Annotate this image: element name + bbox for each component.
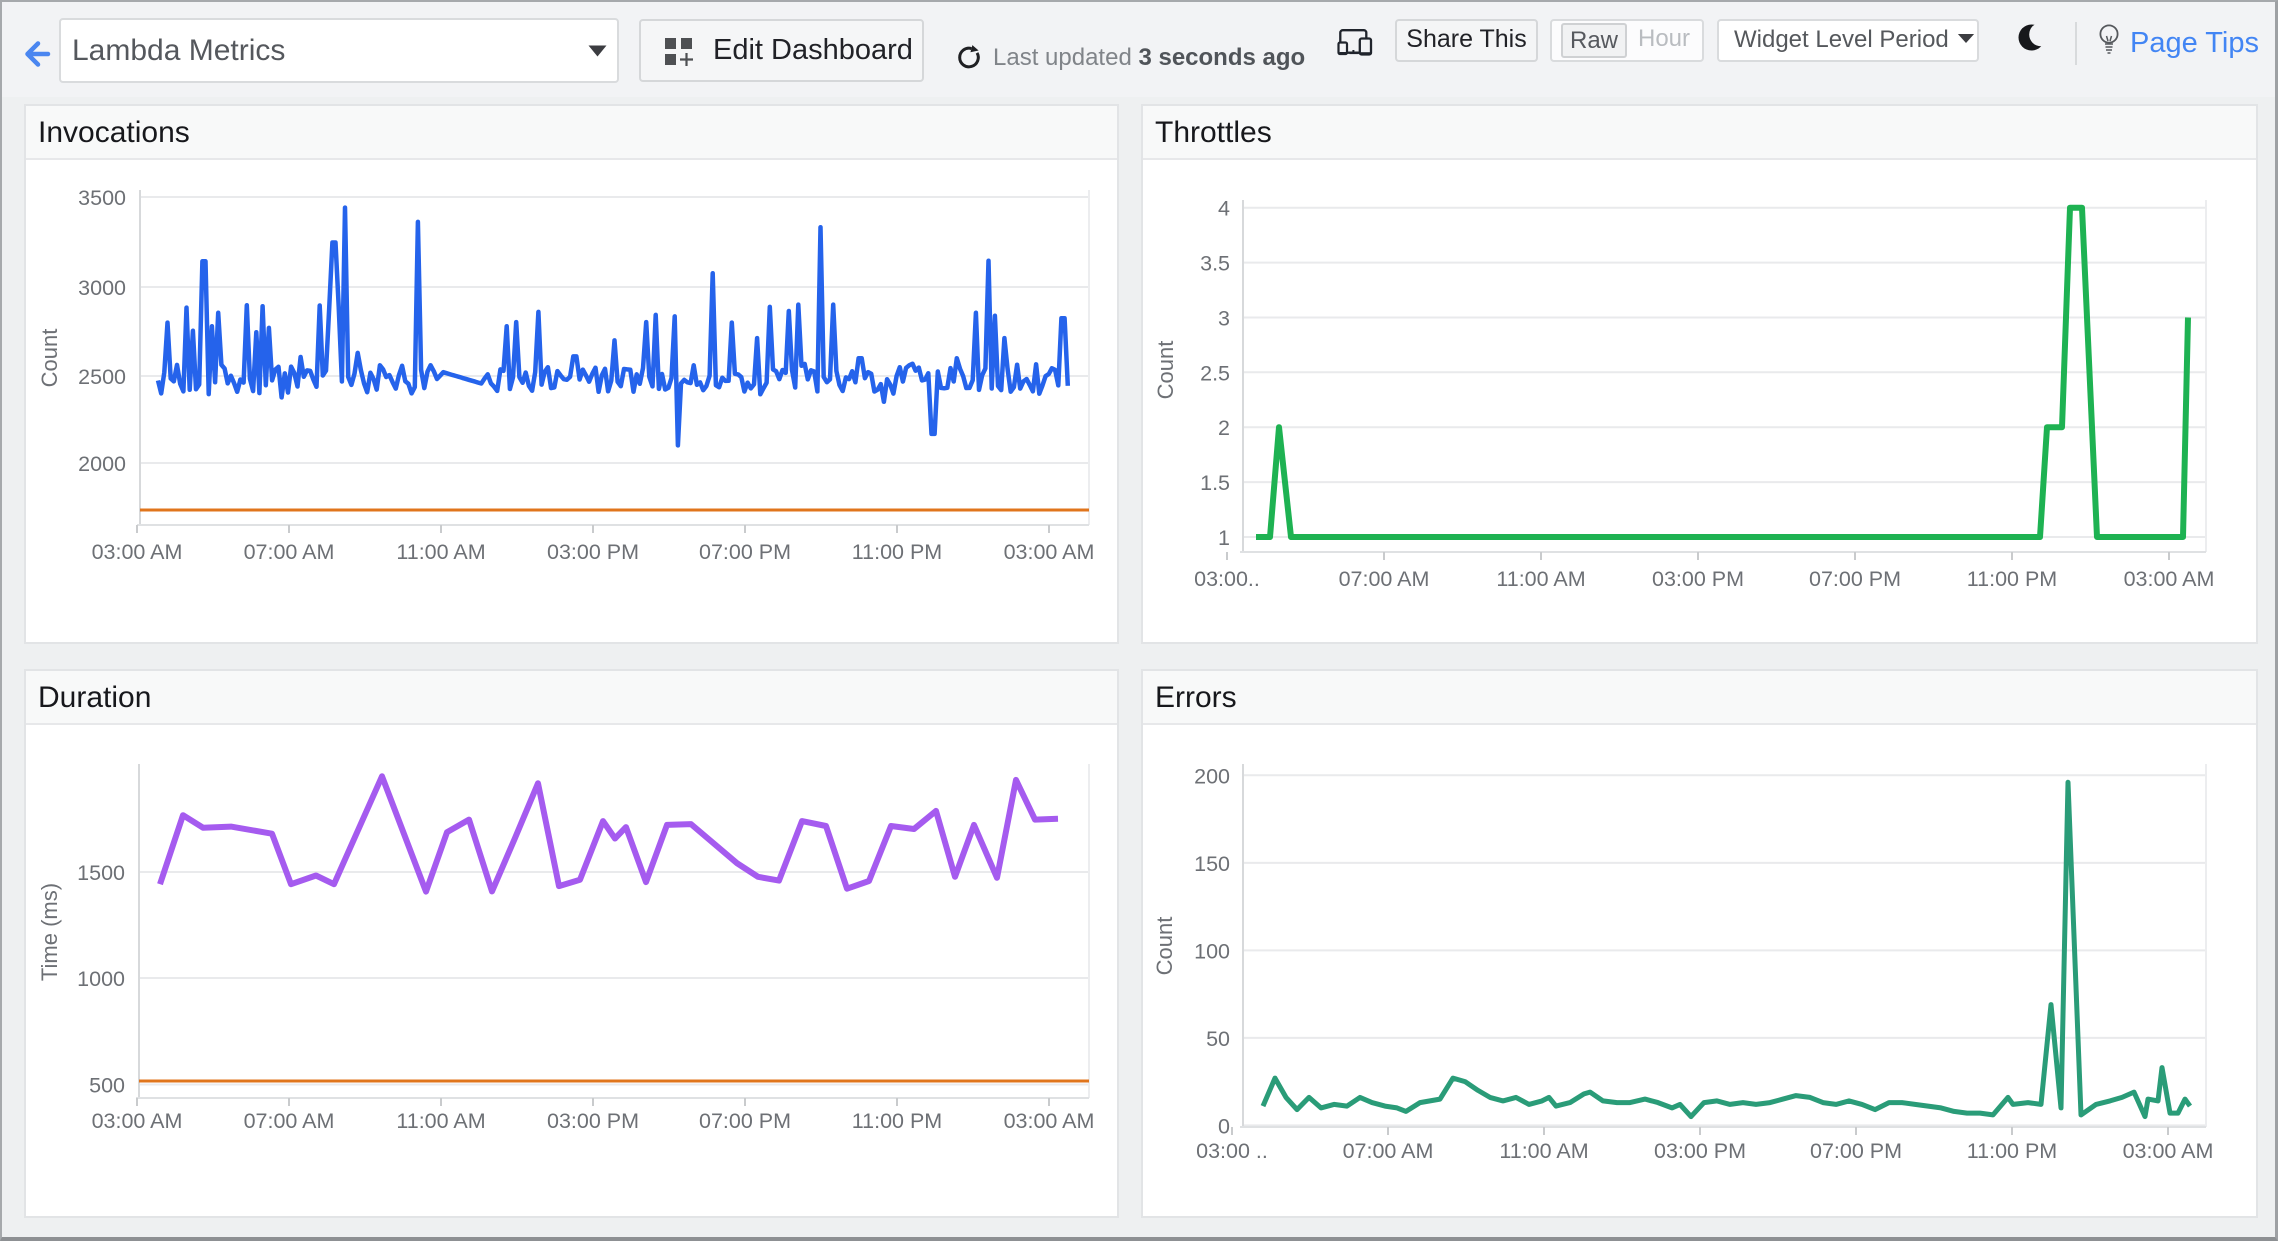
svg-text:03:00 AM: 03:00 AM	[2123, 1139, 2214, 1163]
svg-text:07:00 PM: 07:00 PM	[699, 1109, 791, 1133]
svg-text:0: 0	[1218, 1114, 1230, 1138]
svg-text:100: 100	[1194, 939, 1230, 963]
svg-text:07:00 AM: 07:00 AM	[1343, 1139, 1434, 1163]
svg-text:03:00 AM: 03:00 AM	[1004, 1109, 1095, 1133]
svg-text:1500: 1500	[77, 861, 125, 885]
svg-text:11:00 PM: 11:00 PM	[1967, 567, 2057, 591]
svg-text:03:00 PM: 03:00 PM	[547, 540, 639, 564]
svg-text:03:00 AM: 03:00 AM	[92, 1109, 183, 1133]
svg-text:07:00 AM: 07:00 AM	[244, 540, 335, 564]
svg-text:11:00 AM: 11:00 AM	[1496, 567, 1585, 591]
svg-text:03:00 ..: 03:00 ..	[1196, 1139, 1268, 1163]
svg-text:4: 4	[1218, 197, 1230, 221]
svg-text:Count: Count	[1152, 917, 1177, 976]
svg-text:3500: 3500	[78, 186, 126, 210]
svg-text:3.5: 3.5	[1200, 252, 1230, 276]
svg-text:150: 150	[1194, 852, 1230, 876]
svg-text:50: 50	[1206, 1027, 1230, 1051]
svg-text:1000: 1000	[77, 967, 125, 991]
svg-text:2500: 2500	[78, 365, 126, 389]
svg-text:3: 3	[1218, 307, 1230, 331]
svg-text:11:00 AM: 11:00 AM	[396, 540, 485, 564]
svg-text:Count: Count	[37, 329, 62, 388]
svg-text:03:00 PM: 03:00 PM	[547, 1109, 639, 1133]
svg-text:07:00 AM: 07:00 AM	[1339, 567, 1430, 591]
svg-text:07:00 PM: 07:00 PM	[699, 540, 791, 564]
svg-text:2000: 2000	[78, 452, 126, 476]
svg-text:11:00 PM: 11:00 PM	[852, 540, 942, 564]
svg-text:11:00 AM: 11:00 AM	[396, 1109, 485, 1133]
svg-text:2: 2	[1218, 416, 1230, 440]
svg-text:11:00 PM: 11:00 PM	[852, 1109, 942, 1133]
svg-text:Time (ms): Time (ms)	[37, 883, 62, 981]
svg-text:1.5: 1.5	[1200, 471, 1230, 495]
svg-text:03:00 AM: 03:00 AM	[92, 540, 183, 564]
svg-text:11:00 PM: 11:00 PM	[1967, 1139, 2057, 1163]
svg-text:Count: Count	[1153, 341, 1178, 400]
svg-text:3000: 3000	[78, 276, 126, 300]
svg-text:11:00 AM: 11:00 AM	[1499, 1139, 1588, 1163]
svg-text:03:00 AM: 03:00 AM	[1004, 540, 1095, 564]
svg-text:2.5: 2.5	[1200, 361, 1230, 385]
svg-text:07:00 PM: 07:00 PM	[1810, 1139, 1902, 1163]
svg-text:200: 200	[1194, 764, 1230, 788]
svg-text:07:00 AM: 07:00 AM	[244, 1109, 335, 1133]
svg-text:07:00 PM: 07:00 PM	[1809, 567, 1901, 591]
svg-text:03:00..: 03:00..	[1194, 567, 1260, 591]
svg-text:1: 1	[1218, 526, 1230, 550]
svg-text:03:00 AM: 03:00 AM	[2124, 567, 2215, 591]
svg-text:03:00 PM: 03:00 PM	[1652, 567, 1744, 591]
svg-text:500: 500	[89, 1074, 125, 1098]
svg-text:03:00 PM: 03:00 PM	[1654, 1139, 1746, 1163]
